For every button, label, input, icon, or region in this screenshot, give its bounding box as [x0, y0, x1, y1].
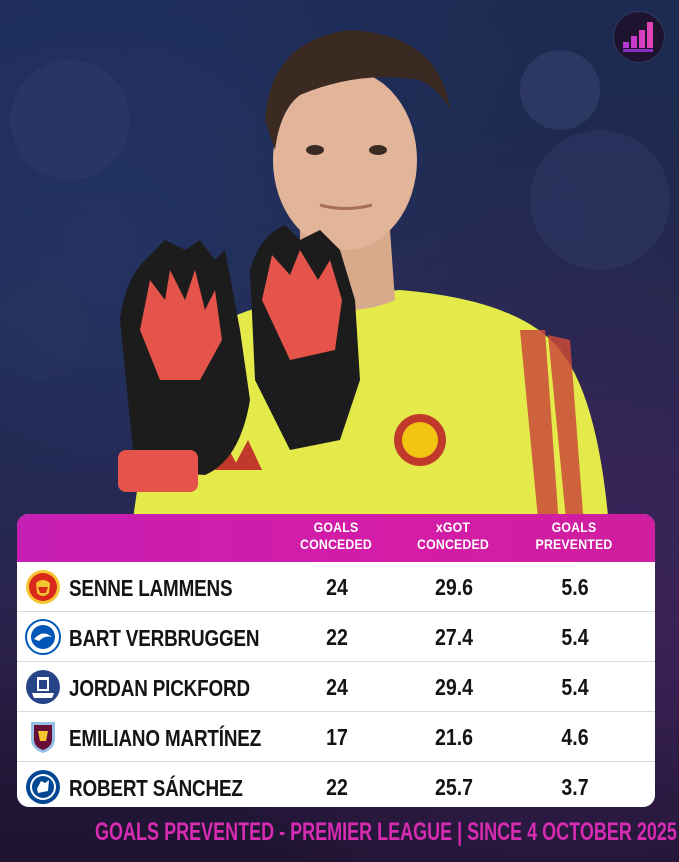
player-name: SENNE LAMMENS	[69, 575, 233, 601]
header-goals-conceded: GOALS CONCEDED	[283, 519, 389, 553]
stats-table: GOALS CONCEDED xGOT CONCEDED GOALS PREVE…	[17, 514, 655, 807]
goals-conceded-value: 24	[326, 574, 348, 600]
everton-crest-icon	[26, 670, 60, 704]
xgot-conceded-value: 27.4	[434, 624, 474, 650]
aston-villa-crest-icon	[31, 722, 55, 753]
header-line: CONCEDED	[300, 536, 372, 552]
goals-conceded-value: 22	[326, 624, 348, 650]
table-header: GOALS CONCEDED xGOT CONCEDED GOALS PREVE…	[17, 514, 655, 562]
xgot-conceded-value: 25.7	[434, 774, 474, 800]
player-name: ROBERT SÁNCHEZ	[69, 775, 243, 801]
header-xgot-conceded: xGOT CONCEDED	[400, 519, 506, 553]
goals-prevented-value: 3.7	[561, 774, 589, 800]
header-line: xGOT	[435, 519, 471, 535]
brighton-crest-icon	[25, 619, 61, 655]
goals-prevented-value: 5.6	[561, 574, 589, 600]
chelsea-crest-icon	[26, 770, 60, 804]
header-line: PREVENTED	[535, 536, 613, 552]
goals-conceded-value: 17	[326, 724, 348, 750]
xgot-conceded-value: 29.6	[434, 574, 474, 600]
table-row: JORDAN PICKFORD 24 29.4 5.4	[17, 662, 655, 712]
player-name: JORDAN PICKFORD	[69, 675, 250, 701]
table-row: BART VERBRUGGEN 22 27.4 5.4	[17, 612, 655, 662]
xgot-conceded-value: 21.6	[434, 724, 474, 750]
table-row: SENNE LAMMENS 24 29.6 5.6	[17, 562, 655, 612]
footer-caption: GOALS PREVENTED - PREMIER LEAGUE | SINCE…	[95, 818, 677, 846]
xgot-conceded-value: 29.4	[434, 674, 474, 700]
brand-logo	[614, 12, 664, 62]
table-row: EMILIANO MARTÍNEZ 17 21.6 4.6	[17, 712, 655, 762]
manchester-united-crest-icon	[26, 570, 60, 604]
goalkeeper-photo	[0, 30, 670, 540]
goals-prevented-value: 5.4	[561, 674, 589, 700]
header-line: GOALS	[551, 519, 597, 535]
goals-prevented-value: 4.6	[561, 724, 589, 750]
player-name: BART VERBRUGGEN	[69, 625, 260, 651]
goals-conceded-value: 22	[326, 774, 348, 800]
bar-chart-logo-icon	[623, 22, 653, 52]
header-line: CONCEDED	[417, 536, 489, 552]
goals-prevented-value: 5.4	[561, 624, 589, 650]
goals-conceded-value: 24	[326, 674, 348, 700]
header-line: GOALS	[313, 519, 359, 535]
header-goals-prevented: GOALS PREVENTED	[521, 519, 627, 553]
player-name: EMILIANO MARTÍNEZ	[69, 725, 262, 751]
table-row: ROBERT SÁNCHEZ 22 25.7 3.7	[17, 762, 655, 807]
